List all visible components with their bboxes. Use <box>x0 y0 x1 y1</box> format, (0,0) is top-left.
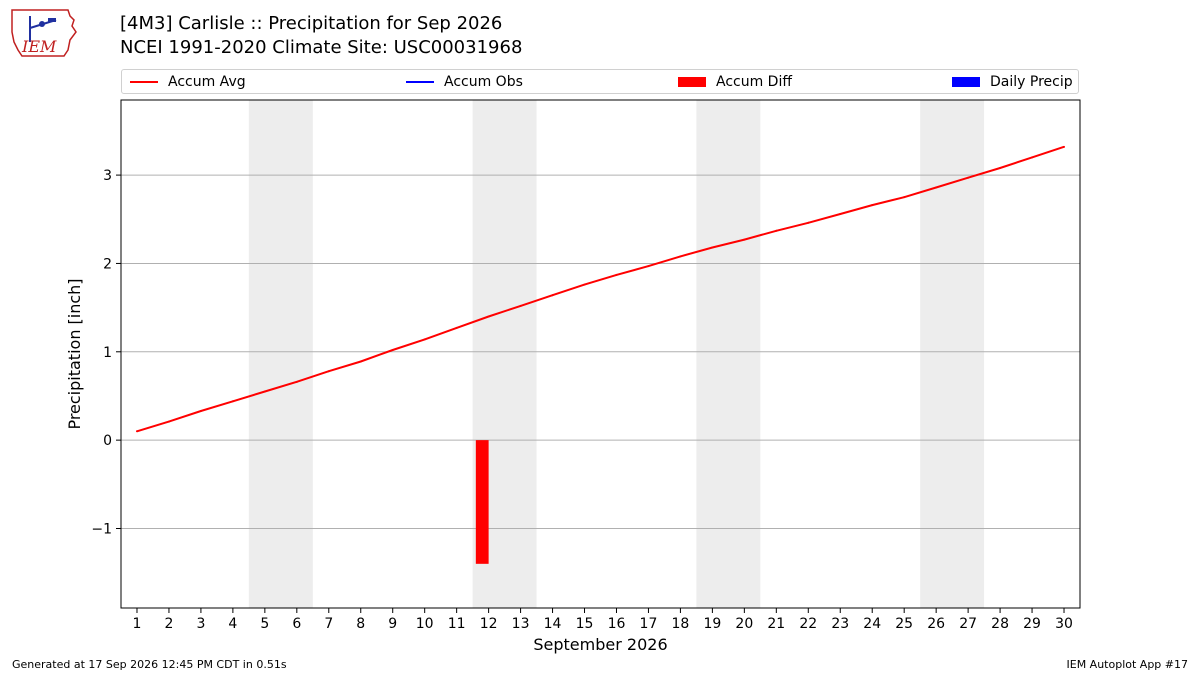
x-tick-label: 5 <box>260 616 269 632</box>
x-tick-label: 7 <box>324 616 333 632</box>
accum-avg-point <box>359 360 362 363</box>
weekend-band-4 <box>920 100 985 608</box>
x-tick-label: 3 <box>196 616 205 632</box>
accum-avg-point <box>775 229 778 232</box>
accum-avg-point <box>455 326 458 329</box>
x-tick-label: 27 <box>959 616 977 632</box>
legend-label-accum-diff: Accum Diff <box>716 73 793 90</box>
generated-note: Generated at 17 Sep 2026 12:45 PM CDT in… <box>12 658 287 671</box>
legend-label-accum-avg: Accum Avg <box>168 73 246 90</box>
legend-item-accum-avg: Accum Avg <box>130 70 246 93</box>
x-tick-label: 14 <box>544 616 562 632</box>
legend-swatch-accum-obs <box>406 80 434 83</box>
x-tick-label: 18 <box>672 616 690 632</box>
chart-title: [4M3] Carlisle :: Precipitation for Sep … <box>120 12 522 60</box>
x-tick-label: 28 <box>991 616 1009 632</box>
accum-avg-point <box>711 246 714 249</box>
x-tick-label: 10 <box>416 616 434 632</box>
legend: Accum Avg Accum Obs Accum Diff Daily Pre… <box>121 69 1079 94</box>
x-tick-label: 21 <box>767 616 785 632</box>
accum-avg-point <box>903 196 906 199</box>
title-line-2: NCEI 1991-2020 Climate Site: USC00031968 <box>120 37 523 58</box>
accum-avg-point <box>679 255 682 258</box>
accum-avg-point <box>135 430 138 433</box>
x-tick-label: 6 <box>292 616 301 632</box>
accum-avg-point <box>743 238 746 241</box>
x-tick-label: 19 <box>703 616 721 632</box>
legend-swatch-accum-diff <box>678 76 706 87</box>
accum-avg-point <box>487 315 490 318</box>
app-note: IEM Autoplot App #17 <box>1066 658 1189 671</box>
x-tick-label: 24 <box>863 616 881 632</box>
weekend-band-3 <box>696 100 761 608</box>
legend-item-accum-obs: Accum Obs <box>406 70 523 93</box>
accum-avg-point <box>647 265 650 268</box>
accum-avg-point <box>231 400 234 403</box>
iem-logo: IEM <box>11 9 77 57</box>
x-axis-label: September 2026 <box>533 635 667 654</box>
legend-swatch-daily-precip <box>952 76 980 87</box>
x-tick-label: 25 <box>895 616 913 632</box>
plot-frame <box>120 99 1081 609</box>
y-tick-label: 3 <box>103 168 112 184</box>
accum-avg-point <box>583 283 586 286</box>
y-tick-label: −1 <box>91 521 112 537</box>
legend-label-daily-precip: Daily Precip <box>990 73 1073 90</box>
accum-diff-bar <box>475 440 489 564</box>
accum-avg-point <box>807 221 810 224</box>
logo-text: IEM <box>21 37 57 56</box>
x-tick-label: 26 <box>927 616 945 632</box>
accum-avg-point <box>519 304 522 307</box>
y-tick-label: 0 <box>103 433 112 449</box>
accum-avg-point <box>1063 145 1066 148</box>
x-tick-label: 29 <box>1023 616 1041 632</box>
x-tick-label: 15 <box>576 616 594 632</box>
x-tick-label: 1 <box>133 616 142 632</box>
x-tick-label: 17 <box>640 616 658 632</box>
x-tick-label: 4 <box>228 616 237 632</box>
accum-avg-point <box>839 212 842 215</box>
x-tick-label: 12 <box>480 616 498 632</box>
x-tick-label: 16 <box>608 616 626 632</box>
legend-label-accum-obs: Accum Obs <box>444 73 523 90</box>
legend-item-daily-precip: Daily Precip <box>952 70 1073 93</box>
accum-avg-point <box>615 273 618 276</box>
accum-avg-point <box>327 370 330 373</box>
legend-swatch-accum-avg <box>130 80 158 83</box>
accum-avg-point <box>295 380 298 383</box>
x-tick-label: 9 <box>388 616 397 632</box>
x-tick-label: 30 <box>1055 616 1073 632</box>
legend-item-accum-diff: Accum Diff <box>678 70 792 93</box>
y-tick-label: 1 <box>103 345 112 361</box>
accum-avg-point <box>167 420 170 423</box>
title-line-1: [4M3] Carlisle :: Precipitation for Sep … <box>120 13 503 34</box>
weekend-band-1 <box>248 100 313 608</box>
x-tick-label: 2 <box>164 616 173 632</box>
accum-avg-line <box>136 145 1065 433</box>
accum-avg-point <box>423 338 426 341</box>
x-tick-label: 23 <box>831 616 849 632</box>
x-tick-label: 22 <box>799 616 817 632</box>
x-tick-label: 20 <box>735 616 753 632</box>
accum-avg-point <box>871 204 874 207</box>
y-tick-label: 2 <box>103 256 112 272</box>
x-tick-label: 13 <box>512 616 530 632</box>
accum-avg-point <box>263 390 266 393</box>
accum-avg-point <box>1031 156 1034 159</box>
accum-avg-point <box>967 176 970 179</box>
x-tick-label: 8 <box>356 616 365 632</box>
accum-avg-point <box>551 294 554 297</box>
y-axis-label: Precipitation [inch] <box>65 278 84 429</box>
accum-avg-point <box>199 409 202 412</box>
accum-avg-point <box>391 349 394 352</box>
x-tick-label: 11 <box>448 616 466 632</box>
accum-avg-point <box>935 186 938 189</box>
accum-avg-point <box>999 167 1002 170</box>
